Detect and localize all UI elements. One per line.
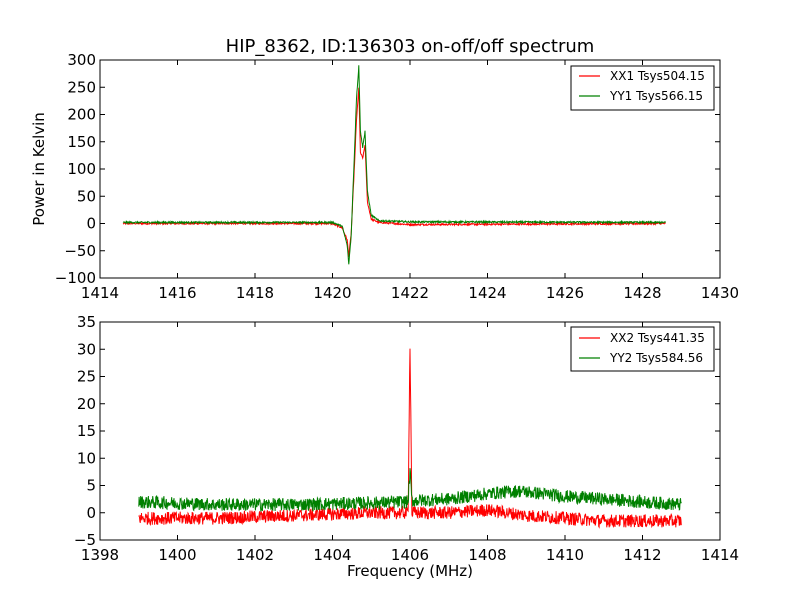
x-tick-label: 1404 [313,546,351,564]
x-tick-label: 1414 [81,284,119,302]
x-tick-label: 1412 [623,546,661,564]
y-tick-label: 300 [67,51,96,69]
x-tick-label: 1408 [468,546,506,564]
y-tick-label: 50 [77,187,96,205]
x-tick-label: 1424 [468,284,506,302]
axes: 1414 1416 1418 1420 1422 1424 1426 1428 1430 −100… [55,51,739,302]
series-line-1 [138,348,682,529]
plot-lines [122,65,666,265]
y-tick-label: 15 [77,422,96,440]
legend: XX1 Tsys504.15 YY1 Tsys566.15 [570,65,715,111]
legend-label-yy2: YY2 Tsys584.56 [609,351,703,365]
axes: 1398 1400 1402 1404 1406 1408 1410 1412 1414 −5 0 5… [74,313,739,564]
legend-label-xx1: XX1 Tsys504.15 [610,69,705,83]
x-tick-label: 1402 [236,546,274,564]
series-line-1 [122,87,666,258]
legend: XX2 Tsys441.35 YY2 Tsys584.56 [570,326,715,372]
top-chart: HIP_8362, ID:136303 on-off/off spectrum … [30,36,739,302]
y-tick-label: 200 [67,106,96,124]
x-tick-label: 1410 [546,546,584,564]
y-tick-label: 100 [67,160,96,178]
y-tick-label: 0 [86,504,96,522]
y-tick-label: 20 [77,395,96,413]
x-tick-label: 1414 [701,546,739,564]
y-tick-label: 25 [77,368,96,386]
y-tick-label: 150 [67,133,96,151]
y-tick-label: −5 [74,531,96,549]
x-tick-label: 1400 [158,546,196,564]
x-tick-label: 1428 [623,284,661,302]
y-tick-label: 0 [86,215,96,233]
y-axis-label: Power in Kelvin [30,112,48,226]
x-tick-label: 1418 [236,284,274,302]
plot-lines [138,348,682,529]
series-line-2 [138,468,682,513]
y-tick-label: 30 [77,340,96,358]
series-line-2 [122,65,666,265]
y-tick-label: −50 [64,242,96,260]
y-tick-label: 10 [77,449,96,467]
y-tick-label: 250 [67,78,96,96]
x-tick-label: 1398 [81,546,119,564]
x-tick-label: 1430 [701,284,739,302]
chart-title: HIP_8362, ID:136303 on-off/off spectrum [226,36,595,57]
legend-frame [570,65,715,111]
legend-label-xx2: XX2 Tsys441.35 [610,331,705,345]
y-tick-label: 35 [77,313,96,331]
x-tick-label: 1422 [391,284,429,302]
legend-label-yy1: YY1 Tsys566.15 [609,89,703,103]
x-axis-label: Frequency (MHz) [347,562,473,580]
bottom-chart: Frequency (MHz) 1398 1400 1402 1404 1406 1408… [74,313,739,580]
legend-frame [570,326,715,372]
y-tick-label: −100 [55,269,96,287]
x-tick-label: 1426 [546,284,584,302]
x-tick-label: 1416 [158,284,196,302]
x-tick-label: 1420 [313,284,351,302]
y-tick-label: 5 [86,477,96,495]
x-tick-label: 1406 [391,546,429,564]
